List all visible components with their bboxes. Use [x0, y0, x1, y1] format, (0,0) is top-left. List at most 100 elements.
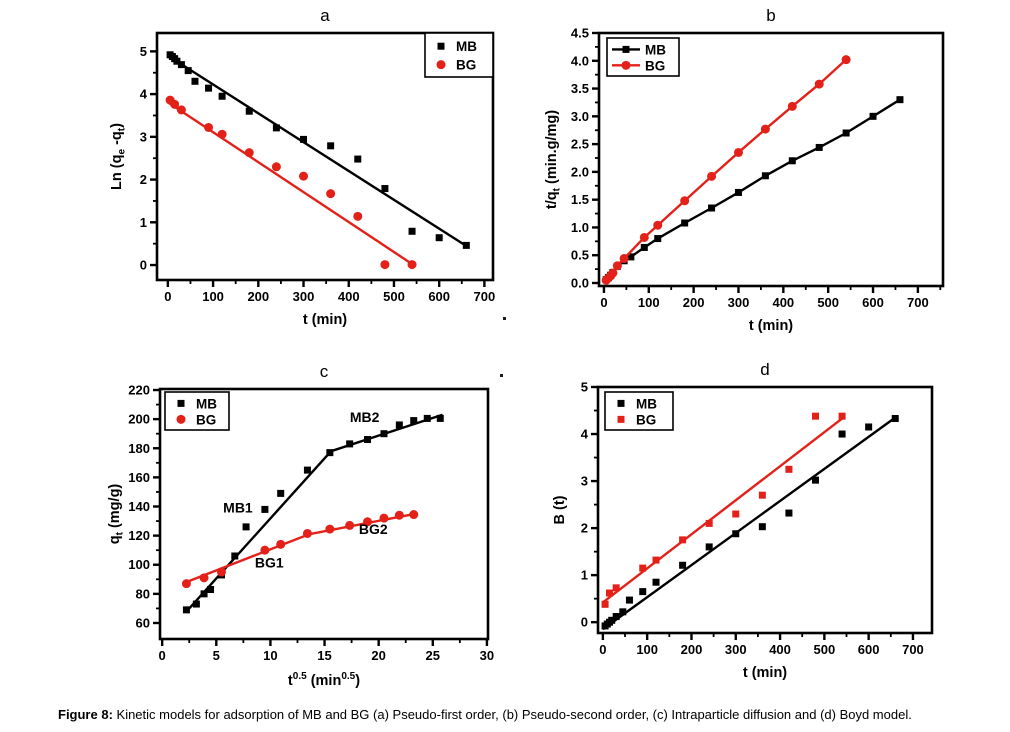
svg-text:200: 200	[128, 412, 150, 427]
svg-text:0: 0	[600, 295, 607, 310]
y-axis: 0 1 2 3 4 5	[140, 44, 157, 273]
svg-text:MB: MB	[636, 396, 657, 411]
svg-text:15: 15	[317, 648, 331, 663]
svg-text:60: 60	[136, 615, 150, 630]
svg-text:700: 700	[474, 289, 496, 304]
y-axis-label: qt (mg/g)	[107, 484, 126, 545]
svg-text:0: 0	[159, 648, 166, 663]
panel-c-intraparticle-diffusion-chart: 0 5 10 15 20 25 30 60 80 100 120 140 160 180 200 220 t0.…	[107, 362, 494, 689]
x-axis: 0 100 200 300 400 500 600 700	[164, 280, 495, 304]
svg-text:160: 160	[128, 470, 150, 485]
svg-text:4.0: 4.0	[571, 53, 589, 68]
svg-text:5: 5	[581, 380, 588, 395]
x-axis-label: t (min)	[303, 312, 347, 328]
svg-text:100: 100	[638, 295, 660, 310]
axis-labels: t (min) Ln (qe -qt)	[109, 123, 347, 328]
svg-text:BG: BG	[196, 412, 216, 427]
svg-text:600: 600	[858, 642, 880, 657]
svg-text:3: 3	[581, 474, 588, 489]
series-MB-fit	[167, 54, 467, 247]
svg-text:200: 200	[247, 289, 269, 304]
svg-text:0.0: 0.0	[571, 276, 589, 291]
plot-frame	[596, 385, 934, 635]
caption-text: Kinetic models for adsorption of MB and …	[112, 707, 912, 722]
svg-text:10: 10	[263, 648, 277, 663]
x-axis: 0 100 200 300 400 500 600 700	[600, 286, 942, 310]
svg-text:0: 0	[164, 289, 171, 304]
svg-text:300: 300	[725, 642, 747, 657]
panel-title: c	[320, 362, 329, 381]
svg-text:4.5: 4.5	[571, 26, 589, 41]
svg-text:200: 200	[681, 642, 703, 657]
y-axis-label: Ln (qe -qt)	[109, 123, 128, 190]
annotation-BG1: BG1	[255, 555, 284, 571]
y-axis: 0.0 0.5 1.0 1.5 2.0 2.5 3.0 3.5 4.0 4.5	[571, 26, 599, 291]
x-axis: 0 5 10 15 20 25 30	[159, 639, 494, 663]
annotation-BG2: BG2	[359, 521, 388, 537]
annotation-MB1: MB1	[223, 499, 253, 515]
svg-text:3.0: 3.0	[571, 109, 589, 124]
svg-text:5: 5	[140, 44, 147, 59]
svg-text:100: 100	[202, 289, 224, 304]
series-MB	[601, 415, 899, 630]
panel-title: b	[766, 6, 775, 25]
svg-text:1.5: 1.5	[571, 192, 589, 207]
svg-text:600: 600	[862, 295, 884, 310]
svg-text:300: 300	[293, 289, 315, 304]
svg-text:500: 500	[814, 642, 836, 657]
x-axis: 0 100 200 300 400 500 600 700	[599, 633, 924, 657]
series-MB	[182, 414, 444, 614]
svg-text:25: 25	[426, 648, 440, 663]
x-axis-label: t (min)	[743, 665, 787, 681]
svg-text:MB: MB	[456, 39, 477, 54]
svg-text:30: 30	[480, 648, 494, 663]
svg-text:1: 1	[581, 568, 588, 583]
figure-caption: Figure 8: Kinetic models for adsorption …	[58, 707, 1006, 722]
svg-text:400: 400	[769, 642, 791, 657]
axis-labels: t (min) t/qt (min.g/mg)	[544, 110, 793, 334]
svg-text:140: 140	[128, 499, 150, 514]
series-BG	[165, 95, 417, 270]
series-MB-fit	[602, 416, 896, 631]
svg-text:BG: BG	[456, 58, 476, 73]
y-axis: 0 1 2 3 4 5	[581, 380, 598, 630]
svg-text:100: 100	[128, 557, 150, 572]
svg-text:BG: BG	[636, 412, 656, 427]
caption-label: Figure 8:	[58, 707, 113, 722]
svg-text:80: 80	[136, 586, 150, 601]
svg-text:0.5: 0.5	[571, 248, 589, 263]
svg-text:4: 4	[581, 427, 589, 442]
svg-text:120: 120	[128, 528, 150, 543]
panel-d-boyd-model-chart: 0 100 200 300 400 500 600 700 0 1 2 3 4 5 t (min) B (t)…	[552, 360, 934, 681]
svg-text:3.5: 3.5	[571, 81, 589, 96]
svg-text:700: 700	[907, 295, 929, 310]
series-BG	[181, 510, 419, 589]
svg-text:0: 0	[599, 642, 606, 657]
svg-text:300: 300	[728, 295, 750, 310]
svg-text:500: 500	[817, 295, 839, 310]
svg-text:MB: MB	[196, 396, 217, 411]
svg-text:180: 180	[128, 441, 150, 456]
svg-text:5: 5	[213, 648, 220, 663]
svg-text:2.0: 2.0	[571, 164, 589, 179]
svg-text:2.5: 2.5	[571, 137, 589, 152]
svg-text:600: 600	[428, 289, 450, 304]
plot-frame	[597, 31, 945, 288]
svg-text:4: 4	[140, 87, 148, 102]
svg-text:0: 0	[581, 615, 588, 630]
stray-dot	[500, 374, 503, 377]
series-BG	[601, 55, 851, 285]
svg-text:1.0: 1.0	[571, 220, 589, 235]
svg-text:200: 200	[683, 295, 705, 310]
svg-text:220: 220	[128, 383, 150, 398]
panel-title: d	[760, 360, 769, 379]
axis-labels: t0.5 (min0.5) qt (mg/g)	[107, 484, 360, 689]
svg-text:1: 1	[140, 215, 147, 230]
axis-labels: t (min) B (t)	[552, 495, 787, 681]
series-MB1-fit	[185, 450, 332, 613]
svg-text:BG: BG	[645, 58, 665, 73]
svg-text:700: 700	[902, 642, 924, 657]
